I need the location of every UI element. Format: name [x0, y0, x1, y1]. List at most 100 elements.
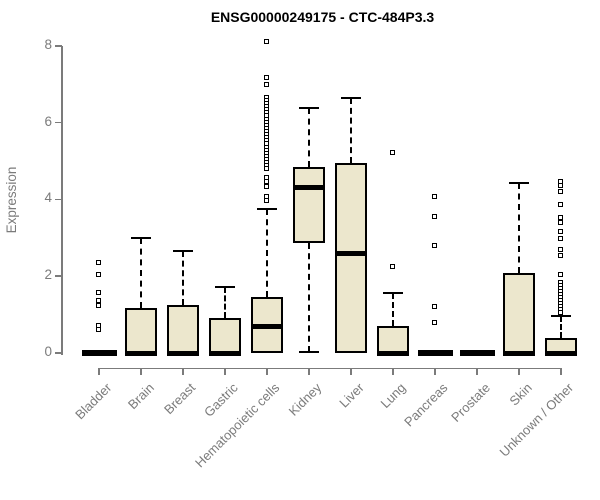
x-tick-label-bladder: Bladder — [72, 380, 115, 423]
brain-median — [125, 350, 157, 356]
x-tick-label-breast: Breast — [161, 380, 199, 418]
breast-upper-whisker-cap — [173, 249, 193, 252]
bladder-outlier-point — [96, 326, 101, 332]
unknown-other-outlier-point — [558, 189, 563, 195]
x-axis-tick — [392, 368, 394, 375]
x-tick-label-lung: Lung — [377, 380, 409, 412]
x-axis-tick — [350, 368, 352, 375]
pancreas-outlier-point — [432, 303, 437, 309]
y-axis-line — [61, 46, 63, 355]
unknown-other-outlier-point — [558, 214, 563, 220]
unknown-other-outlier-point — [558, 310, 563, 316]
x-axis-tick — [224, 368, 226, 375]
gastric-box — [209, 318, 241, 353]
unknown-other-median — [545, 350, 577, 356]
bladder-outlier-point — [96, 303, 101, 309]
x-tick-label-kidney: Kidney — [285, 380, 325, 419]
y-axis-tick — [55, 275, 62, 277]
gastric-upper-whisker-cap — [215, 285, 235, 288]
bladder-outlier-point — [96, 272, 101, 278]
y-axis-tick — [55, 45, 62, 47]
breast-upper-whisker — [182, 250, 184, 305]
breast-median — [167, 350, 199, 356]
hematopoietic-cells-outlier-point — [264, 82, 269, 88]
bladder-outlier-point — [96, 298, 101, 304]
skin-upper-whisker-cap — [509, 181, 529, 184]
lung-outlier-point — [390, 263, 395, 269]
prostate-median — [459, 350, 495, 356]
x-tick-label-pancreas: Pancreas — [401, 380, 451, 430]
unknown-other-outlier-point — [558, 201, 563, 207]
brain-upper-whisker-cap — [131, 236, 151, 239]
unknown-other-outlier-point — [558, 252, 563, 258]
liver-median — [335, 250, 367, 256]
gastric-median — [209, 350, 241, 356]
unknown-other-upper-whisker — [560, 315, 562, 339]
y-tick-label: 8 — [44, 36, 52, 52]
y-axis-tick — [55, 198, 62, 201]
kidney-lower-whisker — [308, 243, 310, 353]
brain-upper-whisker — [140, 237, 142, 309]
hematopoietic-cells-outlier-point — [264, 183, 269, 189]
hematopoietic-cells-outlier-point — [264, 75, 269, 81]
unknown-other-outlier-point — [558, 229, 563, 235]
x-axis-tick — [308, 368, 310, 375]
pancreas-outlier-point — [432, 214, 437, 220]
hematopoietic-cells-outlier-point — [264, 166, 269, 172]
x-tick-label-prostate: Prostate — [447, 380, 493, 425]
liver-upper-whisker — [350, 98, 352, 163]
x-tick-label-gastric: Gastric — [200, 380, 241, 420]
liver-box — [335, 162, 367, 353]
unknown-other-outlier-point — [558, 220, 563, 226]
liver-upper-whisker-cap — [341, 97, 361, 100]
breast-box — [167, 305, 199, 353]
x-tick-label-unknown-other: Unknown / Other — [497, 380, 577, 460]
x-axis-tick — [182, 368, 184, 375]
skin-median — [503, 350, 535, 356]
x-tick-label-liver: Liver — [336, 380, 367, 411]
lung-median — [377, 350, 409, 356]
x-axis-line — [98, 367, 562, 369]
bladder-outlier-point — [96, 290, 101, 296]
unknown-other-outlier-point — [558, 235, 563, 241]
hematopoietic-cells-outlier-point — [264, 198, 269, 204]
y-tick-label: 2 — [44, 267, 52, 283]
unknown-other-outlier-point — [558, 247, 563, 253]
kidney-lower-whisker-cap — [299, 351, 319, 354]
lung-box — [377, 326, 409, 353]
pancreas-outlier-point — [432, 194, 437, 200]
lung-outlier-point — [390, 150, 395, 156]
x-tick-label-skin: Skin — [506, 380, 535, 409]
unknown-other-outlier-point — [558, 272, 563, 278]
lung-upper-whisker — [392, 293, 394, 327]
bladder-outlier-point — [96, 260, 101, 266]
hematopoietic-cells-outlier-point — [264, 38, 269, 44]
brain-box — [125, 308, 157, 353]
y-tick-label: 4 — [44, 190, 52, 206]
y-tick-label: 0 — [44, 344, 52, 359]
hematopoietic-cells-upper-whisker — [266, 208, 268, 297]
y-axis-tick — [55, 352, 62, 354]
chart-title: ENSG00000249175 - CTC-484P3.3 — [210, 9, 435, 25]
x-tick-label-brain: Brain — [124, 380, 157, 413]
skin-upper-whisker — [518, 182, 520, 274]
hematopoietic-cells-outlier-point — [264, 179, 269, 185]
pancreas-median — [417, 350, 453, 356]
kidney-upper-whisker — [308, 108, 310, 168]
kidney-median — [293, 185, 325, 191]
y-axis-tick — [55, 121, 62, 124]
kidney-box — [293, 167, 325, 244]
skin-box — [503, 273, 535, 353]
x-axis-tick — [560, 368, 562, 375]
y-tick-label: 6 — [44, 113, 52, 129]
x-axis-tick — [434, 368, 436, 375]
unknown-other-outlier-point — [558, 183, 563, 189]
lung-upper-whisker-cap — [383, 292, 403, 295]
x-axis-tick — [518, 368, 520, 375]
x-axis-tick — [140, 368, 142, 375]
hematopoietic-cells-upper-whisker-cap — [257, 207, 277, 210]
hematopoietic-cells-median — [251, 324, 283, 330]
kidney-upper-whisker-cap — [299, 107, 319, 109]
